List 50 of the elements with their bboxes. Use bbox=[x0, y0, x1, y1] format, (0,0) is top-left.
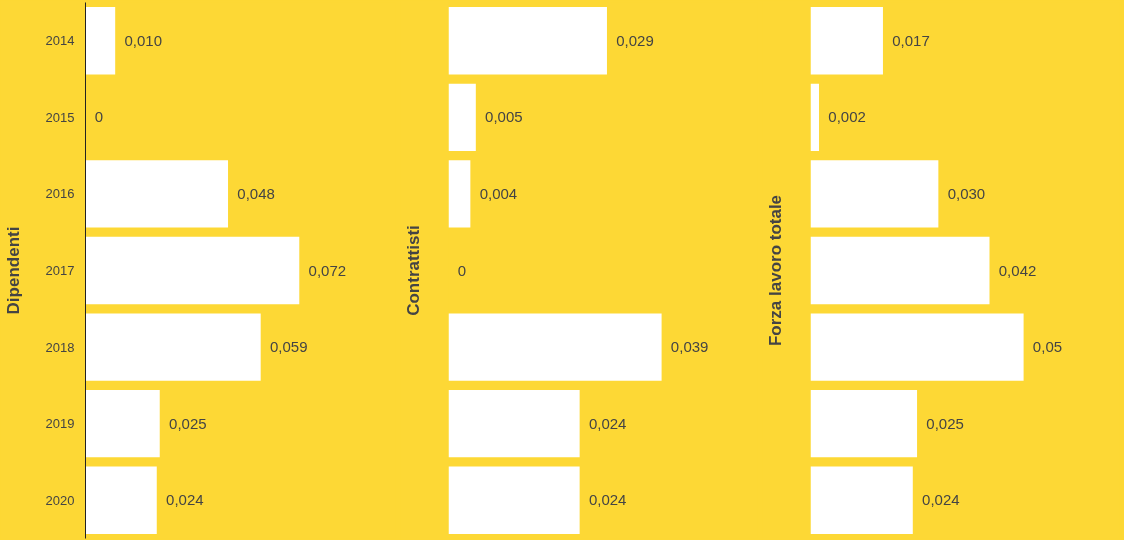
data-label: 0,010 bbox=[124, 31, 163, 49]
data-label: 0 bbox=[457, 261, 467, 279]
y-tick-label: 2019 bbox=[45, 416, 75, 432]
data-label: 0,024 bbox=[588, 414, 627, 432]
bar bbox=[810, 83, 820, 152]
y-axis-title: Forza lavoro totale bbox=[765, 194, 785, 347]
y-tick-label: 2015 bbox=[45, 109, 75, 125]
bar bbox=[85, 389, 160, 458]
y-tick-label: 2016 bbox=[45, 186, 75, 202]
data-label: 0,017 bbox=[892, 31, 930, 49]
bar bbox=[85, 313, 261, 381]
data-label: 0,029 bbox=[616, 31, 654, 49]
data-label: 0,059 bbox=[269, 338, 308, 356]
bar bbox=[448, 389, 580, 458]
data-label: 0,005 bbox=[485, 108, 523, 126]
data-label: 0,002 bbox=[828, 108, 866, 126]
y-tick-label: 2020 bbox=[45, 492, 75, 508]
bar bbox=[85, 466, 157, 534]
bar bbox=[85, 236, 300, 305]
bar bbox=[85, 7, 116, 75]
bar bbox=[448, 7, 607, 75]
data-label: 0,024 bbox=[922, 491, 960, 509]
y-axis-title: Dipendenti bbox=[3, 226, 23, 315]
data-label: 0,025 bbox=[926, 414, 964, 432]
data-label: 0,072 bbox=[308, 261, 347, 279]
bar bbox=[448, 466, 580, 534]
data-label: 0,004 bbox=[479, 184, 518, 202]
data-label: 0,024 bbox=[166, 491, 204, 509]
bar bbox=[810, 313, 1024, 381]
data-label: 0,042 bbox=[998, 261, 1037, 279]
data-label: 0 bbox=[94, 108, 104, 126]
y-axis-title: Contrattisti bbox=[403, 225, 423, 316]
bar bbox=[810, 236, 990, 305]
y-tick-label: 2017 bbox=[45, 263, 75, 278]
data-label: 0,025 bbox=[169, 414, 207, 432]
y-tick-label: 2014 bbox=[45, 33, 75, 49]
data-label: 0,024 bbox=[588, 491, 627, 509]
data-label: 0,048 bbox=[237, 184, 275, 202]
bar bbox=[448, 83, 476, 152]
y-tick-label: 2018 bbox=[45, 339, 75, 355]
data-label: 0,05 bbox=[1032, 338, 1063, 356]
bar bbox=[810, 7, 883, 75]
data-label: 0,039 bbox=[670, 338, 709, 356]
bar bbox=[85, 160, 229, 228]
data-label: 0,030 bbox=[947, 184, 986, 202]
bar bbox=[810, 389, 918, 458]
bar bbox=[448, 160, 471, 228]
bar bbox=[810, 466, 913, 534]
bar bbox=[810, 160, 939, 228]
bar bbox=[448, 313, 662, 381]
